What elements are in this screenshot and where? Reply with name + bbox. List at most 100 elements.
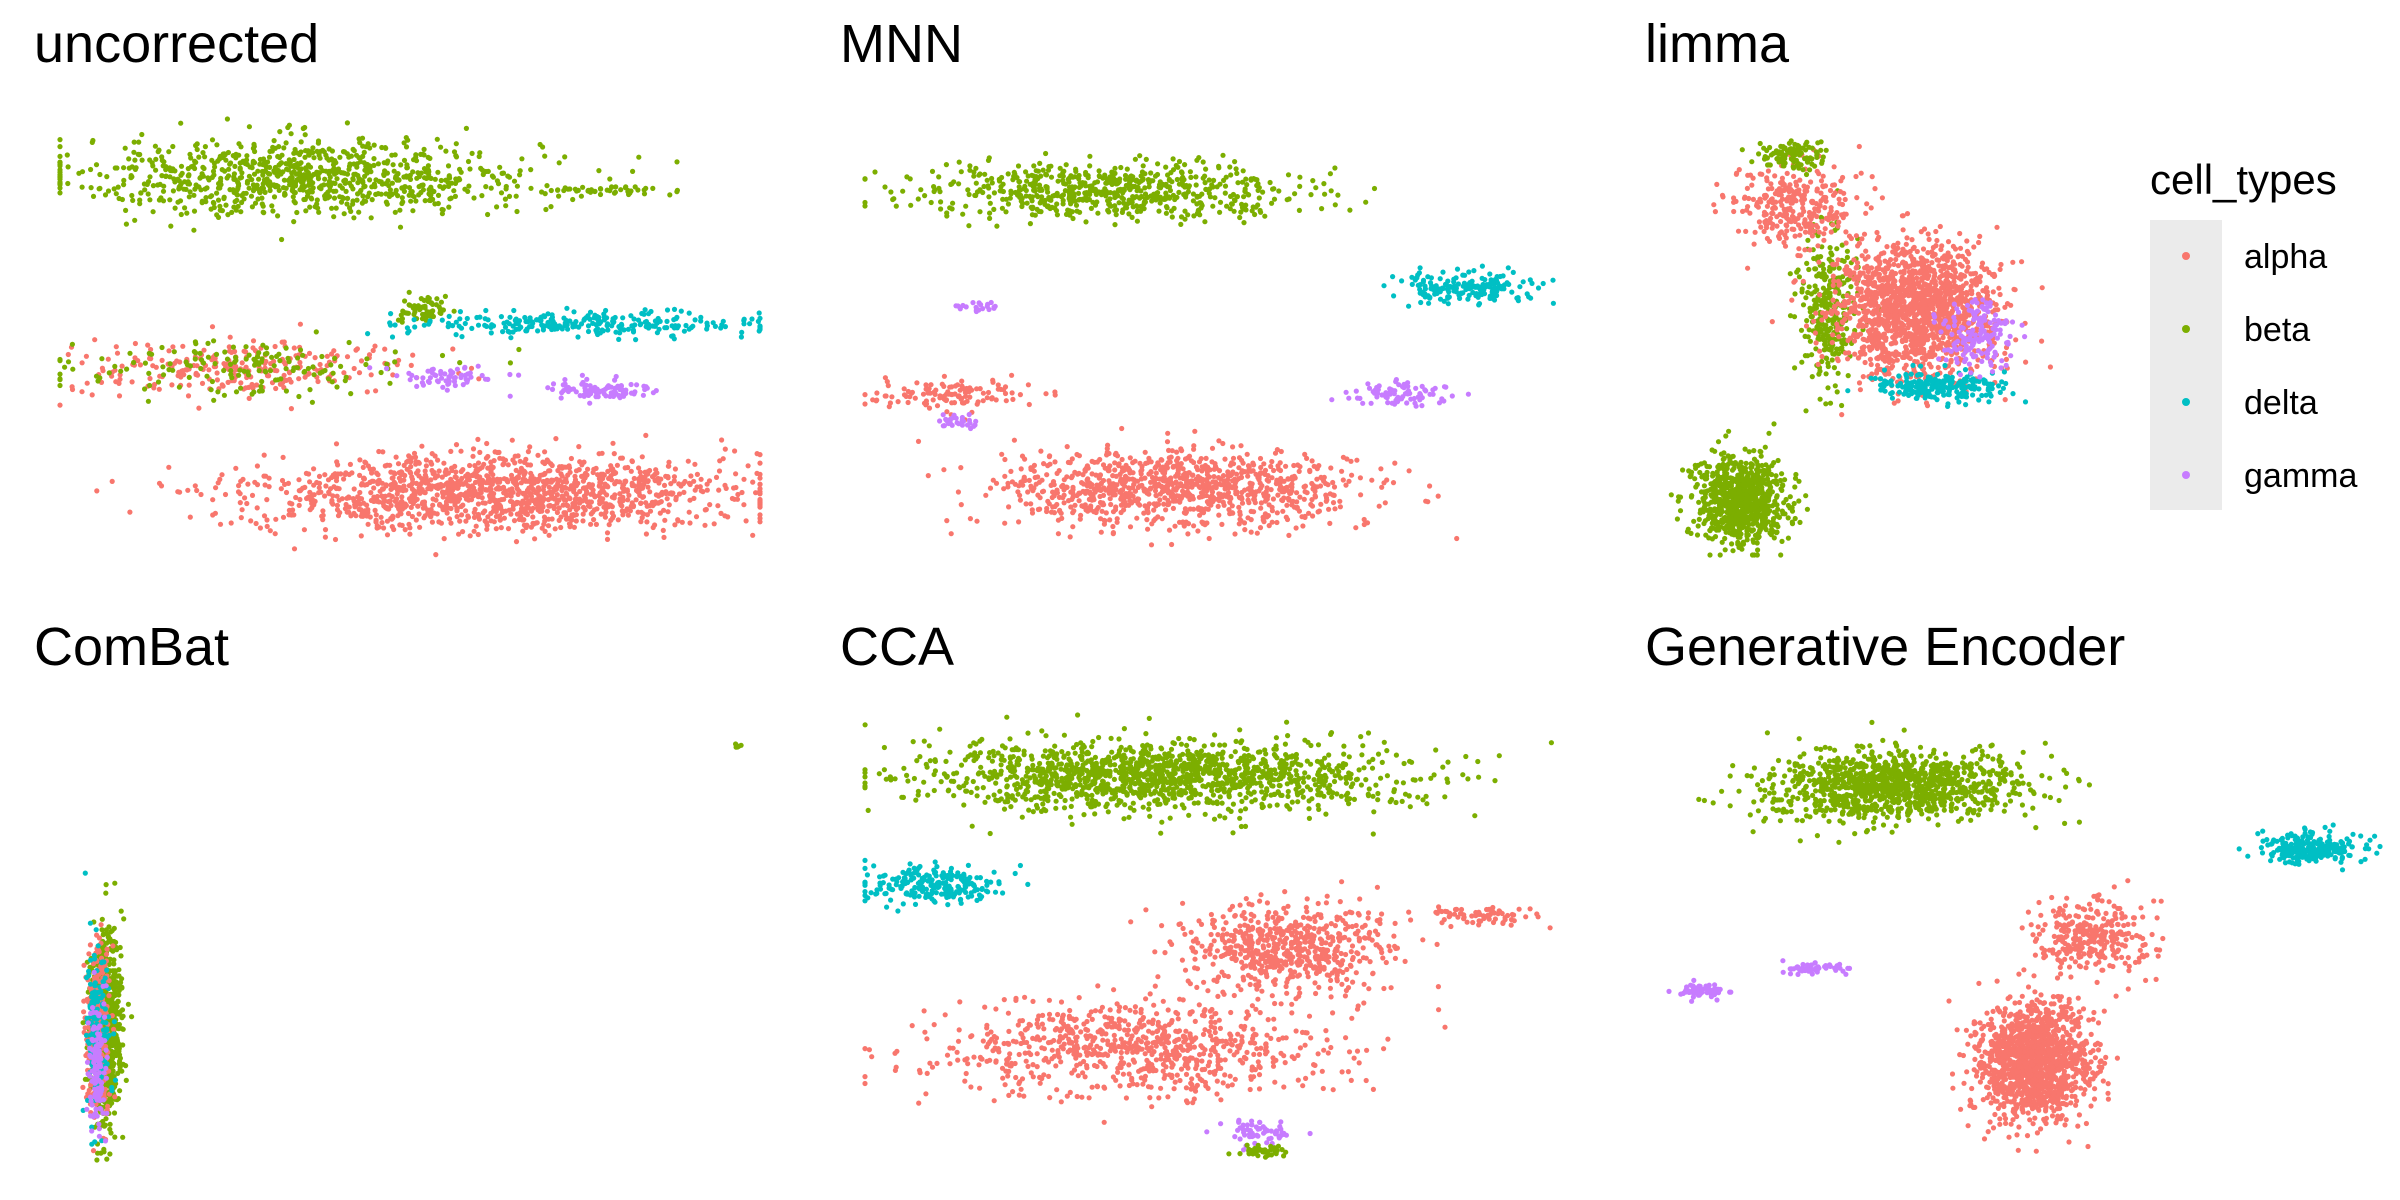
point-alpha [1312, 494, 1319, 500]
point-alpha [647, 467, 653, 474]
point-alpha [1055, 531, 1061, 537]
point-alpha [1283, 514, 1289, 520]
point-delta [757, 326, 763, 332]
point-beta [643, 185, 649, 191]
point-beta [439, 307, 445, 313]
point-delta [583, 315, 589, 321]
point-beta [986, 194, 992, 200]
point-alpha [990, 377, 996, 383]
point-alpha [566, 463, 572, 469]
point-alpha [655, 475, 661, 482]
point-beta [167, 361, 173, 367]
point-beta [1193, 174, 1199, 180]
point-alpha [353, 347, 359, 353]
point-alpha [117, 376, 123, 382]
point-beta [160, 364, 166, 370]
point-beta [246, 185, 252, 191]
point-alpha [542, 518, 548, 524]
point-alpha [488, 488, 494, 494]
point-delta [671, 306, 678, 312]
point-beta [1035, 168, 1041, 174]
point-delta [585, 323, 592, 329]
point-delta [1426, 300, 1432, 306]
point-beta [567, 186, 573, 192]
point-beta [427, 193, 434, 199]
point-beta [419, 316, 426, 322]
point-beta [184, 210, 190, 216]
point-delta [1506, 281, 1512, 287]
point-beta [1126, 185, 1132, 191]
point-delta [601, 311, 607, 317]
point-alpha [383, 482, 389, 488]
point-beta [232, 163, 238, 169]
point-beta [156, 197, 162, 203]
point-beta [332, 169, 338, 175]
point-beta [231, 174, 237, 180]
point-beta [607, 176, 613, 182]
point-beta [121, 177, 127, 183]
point-gamma [1404, 400, 1410, 406]
point-gamma [991, 304, 997, 310]
point-beta [1237, 214, 1243, 221]
point-gamma [964, 422, 971, 428]
point-beta [204, 185, 210, 191]
point-delta [549, 312, 555, 318]
point-alpha [932, 391, 938, 397]
point-beta [283, 388, 289, 394]
point-beta [401, 188, 407, 194]
point-beta [272, 164, 278, 171]
point-alpha [297, 359, 303, 366]
point-delta [563, 317, 569, 324]
point-beta [252, 200, 259, 206]
point-alpha [611, 451, 617, 457]
point-beta [1202, 173, 1208, 179]
point-alpha [596, 483, 602, 489]
point-alpha [384, 505, 390, 511]
point-alpha [291, 345, 297, 351]
point-beta [129, 192, 135, 199]
point-alpha [137, 362, 143, 368]
point-alpha [1003, 398, 1009, 404]
point-beta [65, 180, 71, 187]
point-beta [123, 221, 129, 227]
point-beta [667, 192, 673, 198]
point-beta [290, 194, 296, 200]
point-beta [514, 208, 520, 215]
point-beta [241, 196, 247, 202]
point-beta [984, 177, 990, 183]
point-alpha [306, 370, 312, 377]
point-delta [1409, 281, 1415, 287]
point-beta [115, 184, 121, 190]
point-alpha [591, 507, 598, 513]
point-alpha [914, 380, 920, 386]
point-beta [439, 352, 446, 359]
point-alpha [657, 510, 663, 516]
point-delta [1417, 265, 1423, 271]
point-gamma [1343, 389, 1349, 395]
point-alpha [520, 528, 526, 534]
point-alpha [457, 518, 463, 524]
point-alpha [520, 476, 526, 482]
point-alpha [1379, 484, 1385, 490]
point-alpha [639, 515, 645, 521]
point-beta [1032, 212, 1038, 218]
point-beta [1011, 173, 1017, 179]
point-alpha [484, 522, 490, 528]
point-alpha [494, 505, 500, 512]
point-alpha [511, 518, 518, 524]
point-delta [1418, 299, 1424, 306]
point-alpha [584, 472, 590, 478]
point-beta [1172, 196, 1178, 203]
point-beta [307, 164, 314, 170]
point-beta [960, 211, 966, 217]
point-delta [502, 324, 509, 330]
point-beta [392, 349, 398, 355]
point-beta [64, 152, 70, 158]
point-alpha [963, 393, 969, 399]
point-alpha [132, 355, 138, 361]
point-alpha [373, 517, 379, 523]
point-alpha [410, 500, 416, 507]
point-beta [217, 203, 223, 209]
point-beta [271, 194, 278, 200]
point-beta [1109, 177, 1115, 183]
